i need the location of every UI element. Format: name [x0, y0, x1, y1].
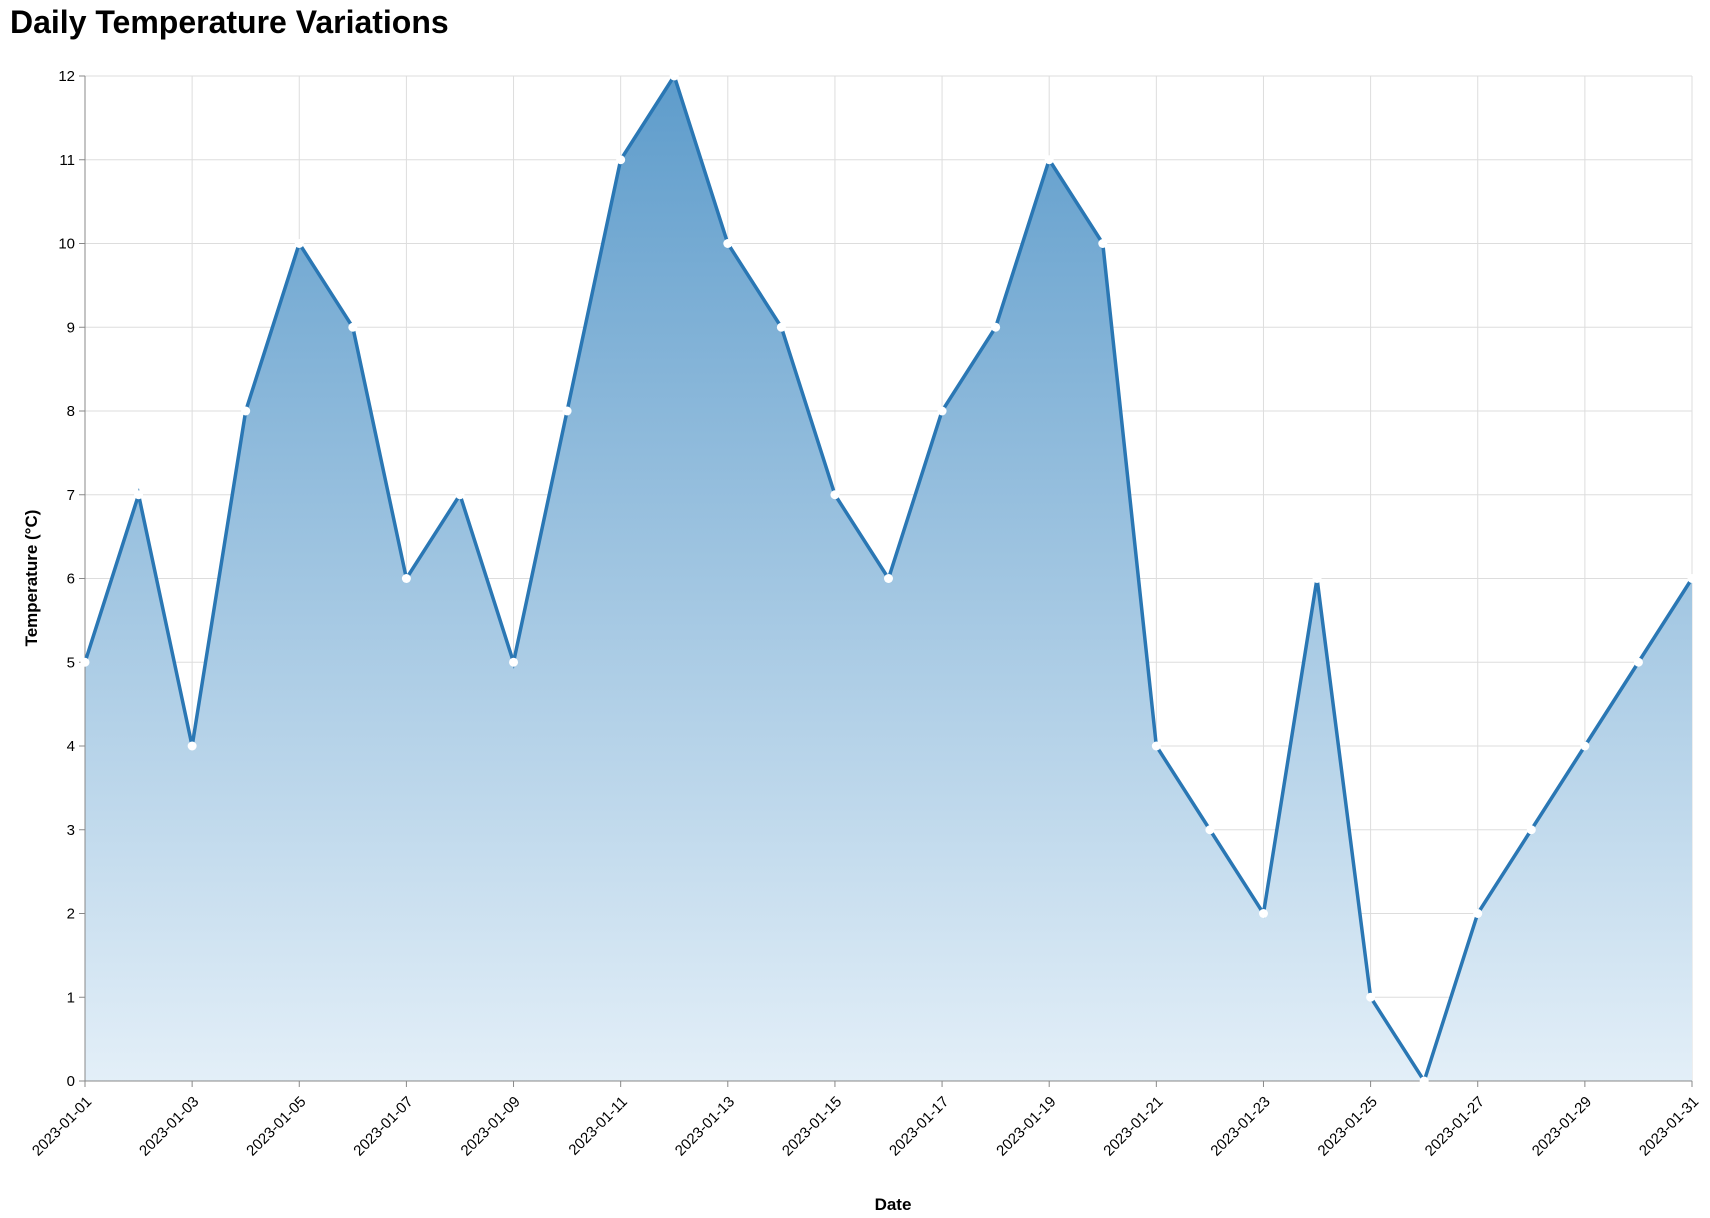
data-point [991, 322, 1001, 332]
data-point [937, 406, 947, 416]
data-point [616, 155, 626, 165]
data-point [1473, 909, 1483, 918]
y-tick-label: 11 [59, 152, 75, 169]
data-point [830, 490, 840, 500]
y-tick-label: 1 [67, 989, 75, 1006]
x-tick-label: 2023-01-09 [458, 1093, 524, 1159]
y-tick-label: 0 [67, 1073, 75, 1090]
y-tick-label: 3 [67, 822, 75, 839]
y-tick-label: 2 [67, 906, 75, 923]
x-tick-label: 2023-01-01 [29, 1093, 95, 1159]
x-tick-label: 2023-01-05 [243, 1093, 309, 1159]
data-point [1258, 909, 1268, 918]
y-tick-label: 10 [58, 236, 75, 253]
data-point [1419, 1076, 1429, 1086]
data-point [241, 406, 251, 416]
x-tick-label: 2023-01-11 [565, 1093, 630, 1158]
x-tick-label: 2023-01-07 [350, 1093, 416, 1159]
data-point [669, 71, 679, 81]
data-point [294, 239, 304, 248]
data-point [1366, 992, 1376, 1002]
data-point [723, 239, 733, 248]
y-tick-label: 6 [67, 571, 75, 588]
chart-title: Daily Temperature Variations [10, 4, 449, 40]
data-point [1205, 825, 1215, 835]
data-point [884, 574, 893, 583]
data-point [1098, 239, 1108, 248]
data-point [1633, 657, 1643, 667]
points [80, 71, 1697, 1086]
data-point [187, 741, 197, 751]
x-tick-label: 2023-01-29 [1529, 1093, 1595, 1159]
x-tick-label: 2023-01-31 [1636, 1093, 1702, 1159]
y-tick-label: 4 [67, 738, 75, 755]
data-point [1151, 741, 1161, 751]
y-axis-title: Temperature (°C) [22, 510, 41, 647]
x-tick-label: 2023-01-27 [1422, 1093, 1488, 1159]
x-tick-label: 2023-01-03 [136, 1093, 202, 1159]
data-point [348, 322, 358, 332]
x-tick-label: 2023-01-25 [1315, 1093, 1381, 1159]
x-tick-label: 2023-01-17 [886, 1093, 952, 1159]
y-tick-label: 7 [67, 487, 75, 504]
y-tick-label: 5 [67, 654, 75, 671]
y-tick-label: 9 [67, 319, 75, 336]
data-point [1044, 155, 1054, 165]
data-point [455, 490, 465, 500]
y-tick-label: 12 [58, 68, 75, 85]
data-point [1312, 574, 1322, 583]
x-tick-label: 2023-01-13 [672, 1093, 738, 1159]
data-point [776, 322, 786, 332]
data-point [134, 490, 144, 500]
data-point [1687, 574, 1697, 583]
x-axis-title: Date [875, 1195, 912, 1214]
x-tick-label: 2023-01-21 [1100, 1093, 1166, 1159]
data-point [401, 574, 411, 583]
data-point [1526, 825, 1536, 835]
x-tick-label: 2023-01-23 [1207, 1093, 1273, 1159]
x-tick-label: 2023-01-19 [993, 1093, 1059, 1159]
data-point [80, 657, 90, 667]
y-tick-label: 8 [67, 403, 75, 420]
data-point [562, 406, 572, 416]
x-tick-label: 2023-01-15 [779, 1093, 845, 1159]
data-point [509, 657, 519, 667]
data-point [1580, 741, 1590, 751]
